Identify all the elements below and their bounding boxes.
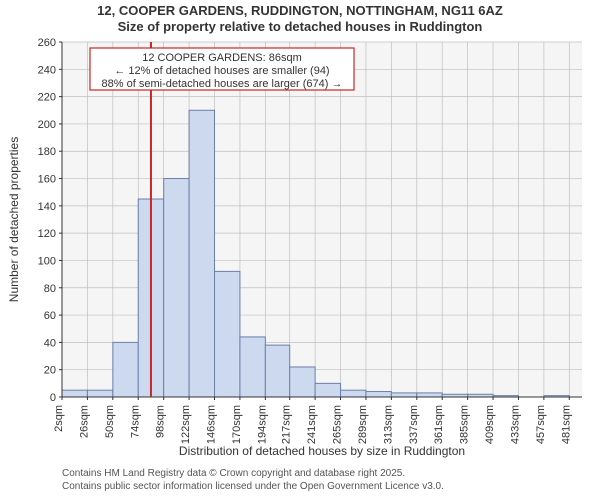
x-tick-label: 289sqm <box>357 405 369 444</box>
x-tick-label: 74sqm <box>129 405 141 438</box>
x-tick-label: 409sqm <box>484 405 496 444</box>
histogram-bar <box>113 342 138 397</box>
y-tick-label: 200 <box>38 119 56 131</box>
x-tick-label: 50sqm <box>104 405 116 438</box>
y-tick-label: 140 <box>38 201 56 213</box>
y-tick-label: 160 <box>38 174 56 186</box>
x-tick-label: 241sqm <box>306 405 318 444</box>
x-tick-label: 122sqm <box>180 405 192 444</box>
x-tick-label: 217sqm <box>281 405 293 444</box>
histogram-bar <box>391 393 416 397</box>
x-tick-label: 337sqm <box>408 405 420 444</box>
y-axis-label: Number of detached properties <box>7 137 21 302</box>
histogram-bar <box>290 367 315 397</box>
y-tick-label: 0 <box>50 392 56 404</box>
x-tick-label: 385sqm <box>459 405 471 444</box>
histogram-bar <box>62 390 87 397</box>
chart-container: 0 20 40 60 80 100 120 140 160 180 200 220 240 260 2sqm… <box>0 0 600 500</box>
histogram-svg: 0 20 40 60 80 100 120 140 160 180 200 220 240 260 2sqm… <box>0 0 600 500</box>
histogram-bar <box>417 393 442 397</box>
histogram-bar <box>215 271 240 397</box>
x-tick-label: 170sqm <box>231 405 243 444</box>
x-axis-label: Distribution of detached houses by size … <box>179 444 465 458</box>
chart-title-2: Size of property relative to detached ho… <box>118 19 483 34</box>
credits-line-1: Contains HM Land Registry data © Crown c… <box>62 468 405 479</box>
histogram-bar <box>366 392 391 397</box>
x-tick-label: 265sqm <box>332 405 344 444</box>
histogram-bar <box>315 383 340 397</box>
x-tick-label: 194sqm <box>256 405 268 444</box>
credits-line-2: Contains public sector information licen… <box>62 481 444 492</box>
x-tick-label: 433sqm <box>509 405 521 444</box>
y-tick-label: 260 <box>38 37 56 49</box>
y-tick-label: 120 <box>38 228 56 240</box>
x-tick-label: 457sqm <box>535 405 547 444</box>
x-tick-label: 26sqm <box>78 405 90 438</box>
x-tick-label: 146sqm <box>206 405 218 444</box>
y-tick-label: 40 <box>44 337 56 349</box>
x-tick-label: 481sqm <box>560 405 572 444</box>
y-tick-label: 80 <box>44 283 56 295</box>
annotation-line-1: 12 COOPER GARDENS: 86sqm <box>142 52 302 64</box>
y-tick-label: 240 <box>38 64 56 76</box>
histogram-bar <box>87 390 112 397</box>
histogram-bar <box>164 179 189 397</box>
y-tick-label: 180 <box>38 146 56 158</box>
annotation-line-3: 88% of semi-detached houses are larger (… <box>102 78 343 90</box>
x-tick-label: 361sqm <box>433 405 445 444</box>
x-tick-label: 313sqm <box>382 405 394 444</box>
annotation-line-2: ← 12% of detached houses are smaller (94… <box>114 65 329 77</box>
chart-title-1: 12, COOPER GARDENS, RUDDINGTON, NOTTINGH… <box>97 3 503 18</box>
x-tick-label: 98sqm <box>155 405 167 438</box>
x-tick-label: 2sqm <box>53 405 65 432</box>
y-tick-label: 60 <box>44 310 56 322</box>
y-tick-label: 100 <box>38 255 56 267</box>
y-tick-label: 20 <box>44 365 56 377</box>
histogram-bar <box>240 337 265 397</box>
y-tick-label: 220 <box>38 92 56 104</box>
histogram-bar <box>265 345 289 397</box>
histogram-bar <box>341 390 366 397</box>
histogram-bar <box>189 110 214 397</box>
